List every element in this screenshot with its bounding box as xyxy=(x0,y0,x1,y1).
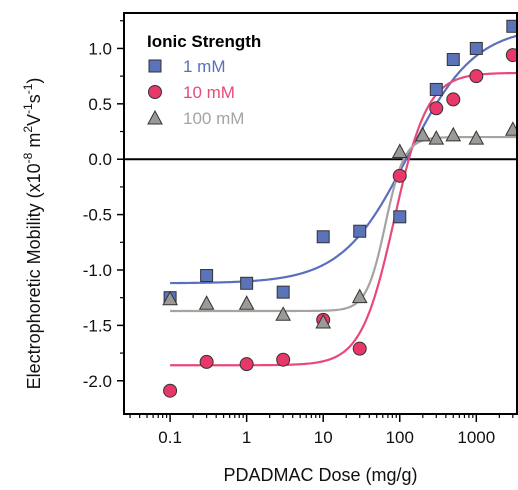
fit-curve xyxy=(170,34,518,285)
legend-label: 1 mM xyxy=(183,57,226,76)
legend-label: 10 mM xyxy=(183,83,235,102)
data-point xyxy=(469,41,483,55)
legend-marker xyxy=(148,59,162,73)
x-tick-label: 10 xyxy=(314,428,333,447)
data-point xyxy=(392,168,407,183)
data-point xyxy=(276,352,291,367)
fit-curve xyxy=(170,71,518,367)
data-point xyxy=(275,306,292,321)
data-point xyxy=(316,230,330,244)
legend-marker xyxy=(147,109,163,125)
y-axis-title-unit-s: s xyxy=(24,94,44,103)
data-point xyxy=(352,341,367,356)
data-point xyxy=(391,143,408,158)
legend-label: 100 mM xyxy=(183,109,244,128)
data-point xyxy=(240,276,254,290)
x-tick-label: 1000 xyxy=(457,428,495,447)
data-point xyxy=(198,295,215,310)
y-tick-label: 0.5 xyxy=(88,95,112,114)
y-axis-title-close: ) xyxy=(24,78,44,84)
y-tick-label: 0.0 xyxy=(88,150,112,169)
x-axis: 0.1 1 10 100 1000 xyxy=(129,414,514,447)
x-tick-label: 1 xyxy=(242,428,251,447)
data-point xyxy=(429,101,444,116)
data-point xyxy=(469,69,484,84)
y-axis: 1.0 0.5 0.0 -0.5 -1.0 -1.5 -2.0 xyxy=(83,20,124,391)
data-point xyxy=(468,130,485,145)
y-tick-label: -2.0 xyxy=(83,372,112,391)
data-point xyxy=(315,314,332,329)
y-tick-label: -1.5 xyxy=(83,316,112,335)
y-axis-title: Electrophoretic Mobility (x10-8 m2V-1s-1… xyxy=(21,78,44,390)
fit-curves xyxy=(170,34,518,367)
y-tick-label: -1.0 xyxy=(83,261,112,280)
data-point xyxy=(200,269,214,283)
x-tick-label: 0.1 xyxy=(158,428,182,447)
fit-curve xyxy=(170,135,517,313)
data-point xyxy=(506,19,518,33)
data-point xyxy=(353,224,367,238)
legend-title: Ionic Strength xyxy=(147,32,261,51)
x-axis-title: PDADMAC Dose (mg/g) xyxy=(223,465,417,485)
data-point xyxy=(393,210,407,224)
plot-area xyxy=(124,19,518,398)
legend: Ionic Strength 1 mM 10 mM 100 mM xyxy=(147,32,261,128)
x-tick-label: 100 xyxy=(386,428,414,447)
y-axis-title-exp3: -1 xyxy=(21,103,35,114)
data-point xyxy=(428,130,445,145)
y-tick-label: -0.5 xyxy=(83,206,112,225)
y-tick-label: 1.0 xyxy=(88,39,112,58)
data-point xyxy=(446,92,461,107)
data-point xyxy=(239,357,254,372)
data-point xyxy=(238,295,255,310)
y-axis-title-prefix: Electrophoretic Mobility (x10 xyxy=(24,163,44,389)
y-axis-title-unit-m: m xyxy=(24,133,44,153)
data-point xyxy=(505,48,518,63)
data-point xyxy=(163,383,178,398)
data-points xyxy=(162,19,518,398)
data-point xyxy=(446,53,460,67)
data-point xyxy=(445,126,462,142)
y-axis-title-exp2: 2 xyxy=(21,126,35,133)
data-point xyxy=(199,354,214,369)
data-point xyxy=(414,126,431,142)
legend-marker xyxy=(148,85,162,99)
y-axis-title-exp1: -8 xyxy=(21,152,35,163)
y-axis-title-unit-v: V xyxy=(24,114,44,126)
data-point xyxy=(162,290,178,306)
data-point xyxy=(351,288,368,304)
data-point xyxy=(276,285,290,299)
y-axis-title-exp4: -1 xyxy=(21,83,35,94)
legend-items: 1 mM 10 mM 100 mM xyxy=(147,57,244,128)
plot-frame xyxy=(123,12,518,415)
data-point xyxy=(429,82,443,96)
